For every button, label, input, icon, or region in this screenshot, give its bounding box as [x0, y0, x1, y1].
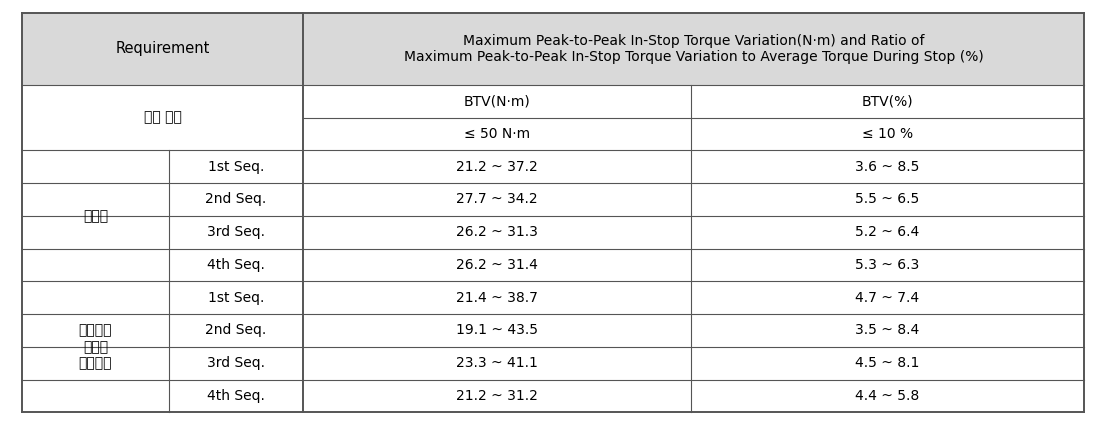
Bar	[168, 380, 303, 412]
Text: 4.4 ~ 5.8: 4.4 ~ 5.8	[855, 389, 919, 403]
Text: 5.3 ~ 6.3: 5.3 ~ 6.3	[855, 258, 919, 272]
Text: ≤ 10 %: ≤ 10 %	[862, 127, 914, 141]
Bar	[168, 249, 303, 281]
Text: Maximum Peak-to-Peak In-Stop Torque Variation(N·m) and Ratio of
Maximum Peak-to-: Maximum Peak-to-Peak In-Stop Torque Vari…	[404, 34, 983, 64]
Text: 26.2 ~ 31.3: 26.2 ~ 31.3	[457, 225, 539, 239]
Text: Requirement: Requirement	[116, 41, 210, 56]
Text: 4.5 ~ 8.1: 4.5 ~ 8.1	[855, 356, 920, 370]
Bar	[303, 150, 691, 183]
Text: BTV(N·m): BTV(N·m)	[463, 94, 531, 108]
Bar	[691, 347, 1084, 380]
Text: 3.5 ~ 8.4: 3.5 ~ 8.4	[855, 323, 919, 337]
Bar	[691, 380, 1084, 412]
Bar	[168, 216, 303, 249]
Bar	[303, 249, 691, 281]
Text: 이중재질
디스코
개발모델: 이중재질 디스코 개발모델	[79, 323, 112, 370]
Bar	[303, 216, 691, 249]
Text: 4th Seq.: 4th Seq.	[207, 258, 265, 272]
Bar	[303, 118, 691, 150]
Text: 26.2 ~ 31.4: 26.2 ~ 31.4	[457, 258, 539, 272]
Bar	[22, 150, 168, 281]
Bar	[22, 85, 303, 150]
Text: 2nd Seq.: 2nd Seq.	[206, 193, 267, 207]
Bar	[168, 183, 303, 216]
Bar	[691, 118, 1084, 150]
Text: 3rd Seq.: 3rd Seq.	[207, 225, 265, 239]
Text: 4th Seq.: 4th Seq.	[207, 389, 265, 403]
Text: 21.4 ~ 38.7: 21.4 ~ 38.7	[457, 291, 539, 305]
Bar	[303, 347, 691, 380]
Bar	[303, 314, 691, 347]
Bar	[22, 13, 303, 85]
Text: 1st Seq.: 1st Seq.	[208, 291, 264, 305]
Text: 3rd Seq.: 3rd Seq.	[207, 356, 265, 370]
Bar	[303, 380, 691, 412]
Bar	[303, 281, 691, 314]
Text: 1st Seq.: 1st Seq.	[208, 160, 264, 174]
Text: 일체형: 일체형	[83, 209, 108, 223]
Text: 5.2 ~ 6.4: 5.2 ~ 6.4	[855, 225, 919, 239]
Text: 27.7 ~ 34.2: 27.7 ~ 34.2	[457, 193, 539, 207]
Bar	[303, 183, 691, 216]
Text: 21.2 ~ 37.2: 21.2 ~ 37.2	[457, 160, 539, 174]
Text: 23.3 ~ 41.1: 23.3 ~ 41.1	[457, 356, 539, 370]
Bar	[168, 281, 303, 314]
Text: 21.2 ~ 31.2: 21.2 ~ 31.2	[457, 389, 539, 403]
Bar	[168, 314, 303, 347]
Bar	[691, 216, 1084, 249]
Bar	[691, 150, 1084, 183]
Text: 19.1 ~ 43.5: 19.1 ~ 43.5	[457, 323, 539, 337]
Text: 4.7 ~ 7.4: 4.7 ~ 7.4	[855, 291, 919, 305]
Text: 2nd Seq.: 2nd Seq.	[206, 323, 267, 337]
Bar	[22, 281, 168, 412]
Bar	[168, 150, 303, 183]
Text: 세계 수준: 세계 수준	[144, 110, 181, 125]
Text: 3.6 ~ 8.5: 3.6 ~ 8.5	[855, 160, 920, 174]
Text: 5.5 ~ 6.5: 5.5 ~ 6.5	[855, 193, 919, 207]
Bar	[691, 183, 1084, 216]
Bar	[303, 13, 1084, 85]
Bar	[691, 281, 1084, 314]
Bar	[691, 85, 1084, 118]
Text: BTV(%): BTV(%)	[862, 94, 914, 108]
Text: ≤ 50 N·m: ≤ 50 N·m	[465, 127, 530, 141]
Bar	[168, 347, 303, 380]
Bar	[691, 314, 1084, 347]
Bar	[691, 249, 1084, 281]
Bar	[303, 85, 691, 118]
